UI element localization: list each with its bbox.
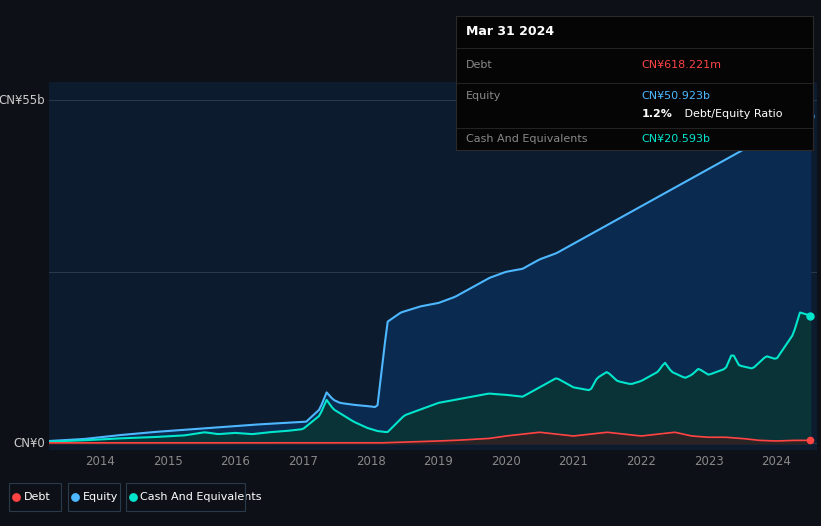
Point (68, 493, 81, 501)
Text: Debt/Equity Ratio: Debt/Equity Ratio (681, 109, 782, 119)
Text: Debt: Debt (24, 492, 51, 502)
Text: Equity: Equity (466, 91, 502, 102)
Text: CN¥55b: CN¥55b (0, 94, 45, 107)
Text: Mar 31 2024: Mar 31 2024 (466, 25, 554, 38)
Text: Debt: Debt (466, 60, 493, 70)
Point (804, 311, 817, 320)
Point (804, 436, 817, 444)
Point (804, 112, 817, 120)
Text: CN¥50.923b: CN¥50.923b (641, 91, 710, 102)
Text: Equity: Equity (83, 492, 118, 502)
Text: Cash And Equivalents: Cash And Equivalents (140, 492, 262, 502)
Text: CN¥20.593b: CN¥20.593b (641, 134, 710, 144)
Text: Cash And Equivalents: Cash And Equivalents (466, 134, 588, 144)
Text: CN¥0: CN¥0 (14, 437, 45, 450)
Text: CN¥618.221m: CN¥618.221m (641, 60, 722, 70)
Point (126, 493, 140, 501)
Point (10, 493, 23, 501)
Text: 1.2%: 1.2% (641, 109, 672, 119)
